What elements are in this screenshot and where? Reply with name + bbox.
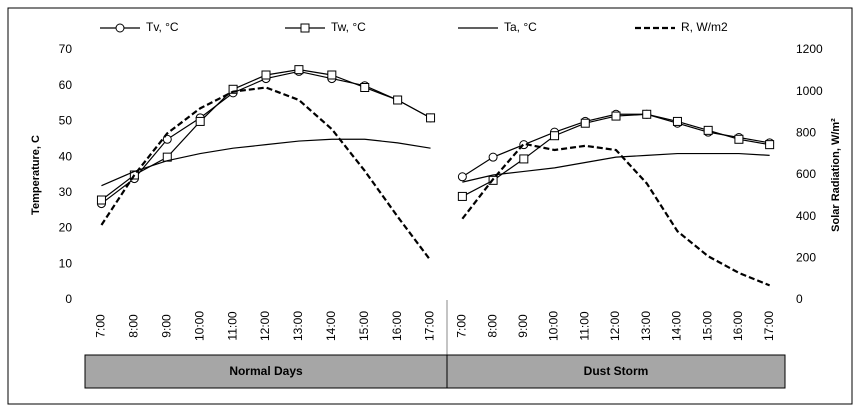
x-tick-label: 14:00 [324,311,338,341]
x-tick-label: 8:00 [485,314,499,338]
y-tick-label: 20 [59,221,73,235]
y-axis-label: Temperature, C [30,135,42,215]
point [488,152,498,162]
legend-label: Ta, °C [504,20,537,34]
y2-tick-label: 400 [796,209,816,223]
point [642,109,652,119]
x-tick-label: 15:00 [357,311,371,341]
series-line [100,86,432,262]
legend-label: R, W/m2 [681,20,728,34]
x-tick-label: 16:00 [390,311,404,341]
frame [7,7,853,405]
point [426,113,436,123]
series-line [461,142,771,287]
point [294,65,304,75]
y-tick-label: 50 [59,114,73,128]
group-label: Normal Days [229,364,303,378]
series-line [462,152,770,183]
y2-tick-label: 800 [796,126,816,140]
group-label: Dust Storm [584,364,649,378]
y2-tick-label: 600 [796,167,816,181]
point [580,118,590,128]
point [550,131,560,141]
x-tick-label: 11:00 [225,311,239,340]
y-tick-label: 40 [59,149,73,163]
x-tick-label: 9:00 [516,314,530,338]
legend-marker [115,23,125,33]
point [672,116,682,126]
point [393,95,403,105]
y-tick-label: 70 [59,42,73,56]
legend-label: Tw, °C [331,20,366,34]
x-tick-label: 11:00 [577,311,591,340]
y-tick-label: 30 [59,185,73,199]
series-line [101,138,431,187]
legend-label: Tv, °C [146,20,179,34]
y2-tick-label: 200 [796,251,816,265]
point [765,140,775,150]
y2-tick-label: 0 [796,292,803,306]
point [228,84,238,94]
x-tick-label: 16:00 [731,311,745,341]
point [195,116,205,126]
x-tick-label: 17:00 [423,311,437,341]
point [734,134,744,144]
y2-axis-label: Solar Radiation, W/m² [830,118,842,232]
x-tick-label: 7:00 [94,314,108,338]
x-tick-label: 7:00 [455,314,469,338]
x-tick-label: 10:00 [192,311,206,341]
point [327,70,337,80]
point [96,195,106,205]
y-tick-label: 60 [59,78,73,92]
point [360,83,370,92]
y2-tick-label: 1200 [796,42,823,56]
point [519,154,529,164]
x-tick-label: 13:00 [291,311,305,341]
point [703,125,713,135]
y-tick-label: 10 [59,256,73,270]
x-tick-label: 9:00 [159,314,173,338]
y-tick-label: 0 [65,292,72,306]
x-tick-label: 13:00 [639,311,653,341]
point [457,172,467,182]
point [457,191,467,201]
group-box [446,354,786,389]
x-tick-label: 10:00 [547,311,561,341]
x-tick-label: 15:00 [700,311,714,341]
point [261,70,271,80]
x-tick-label: 12:00 [608,311,622,341]
legend-marker [300,23,310,33]
x-tick-label: 17:00 [762,311,776,341]
point [611,111,621,121]
x-tick-label: 14:00 [670,311,684,341]
x-tick-label: 12:00 [258,311,272,341]
x-tick-label: 8:00 [127,314,141,338]
y2-tick-label: 1000 [796,84,823,98]
